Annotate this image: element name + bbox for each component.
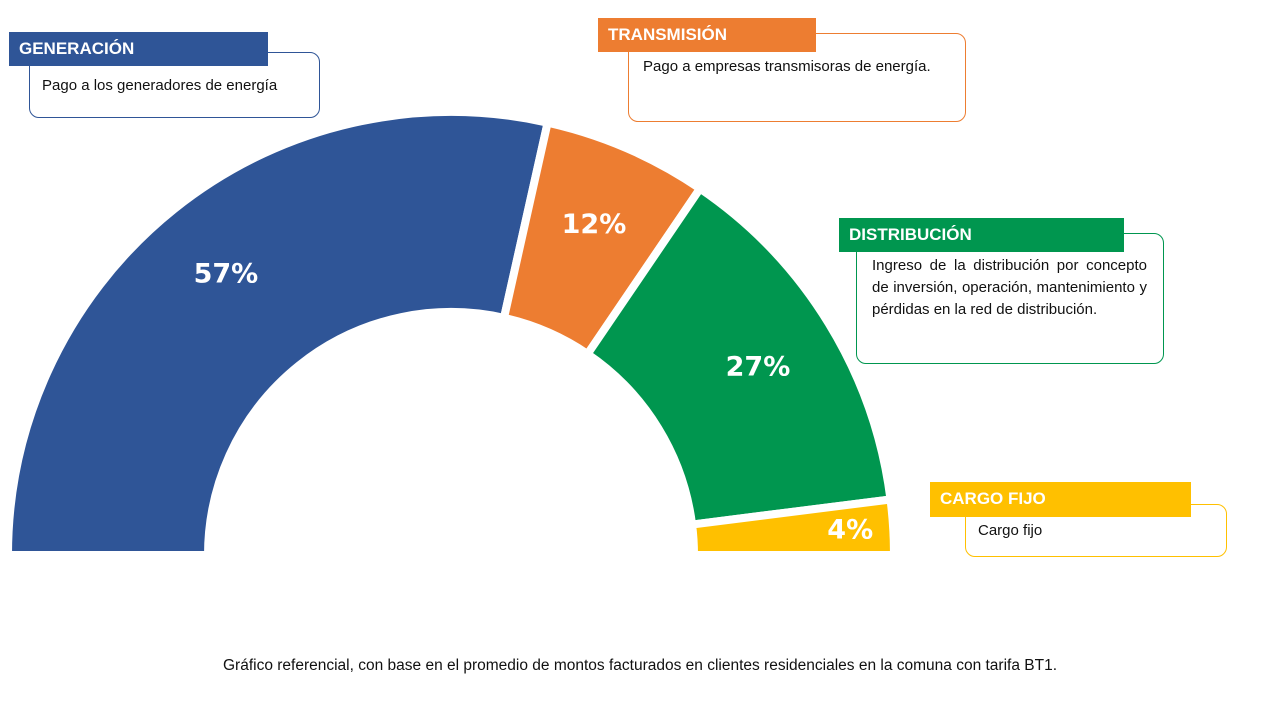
legend-title-generacion: GENERACIÓN — [9, 32, 268, 66]
legend-box-distribucion: Ingreso de la distribución por concepto … — [856, 233, 1164, 364]
data-label-transmision: 12% — [562, 209, 627, 240]
slice-generacion — [3, 108, 553, 559]
chart-caption: Gráfico referencial, con base en el prom… — [222, 657, 1057, 674]
legend-title-transmision: TRANSMISIÓN — [598, 18, 816, 52]
slice-distribucion — [582, 183, 895, 530]
legend-title-distribucion: DISTRIBUCIÓN — [839, 218, 1124, 252]
data-label-cargo-fijo: 4% — [827, 514, 873, 545]
legend-desc-generacion: Pago a los generadores de energía — [42, 77, 278, 94]
legend-title-cargo-fijo: CARGO FIJO — [930, 482, 1191, 517]
slice-cargo-fijo — [687, 495, 899, 559]
chart-data-labels: 57% 12% 27% 4% — [194, 209, 874, 545]
data-label-distribucion: 27% — [726, 351, 791, 382]
legend-desc-transmision: Pago a empresas transmisoras de energía. — [643, 58, 931, 75]
legend-desc-cargo-fijo: Cargo fijo — [978, 522, 1043, 539]
data-label-generacion: 57% — [194, 259, 259, 290]
chart-slices — [3, 108, 899, 559]
legend-desc-distribucion: Ingreso de la distribución por concepto … — [872, 257, 1147, 318]
